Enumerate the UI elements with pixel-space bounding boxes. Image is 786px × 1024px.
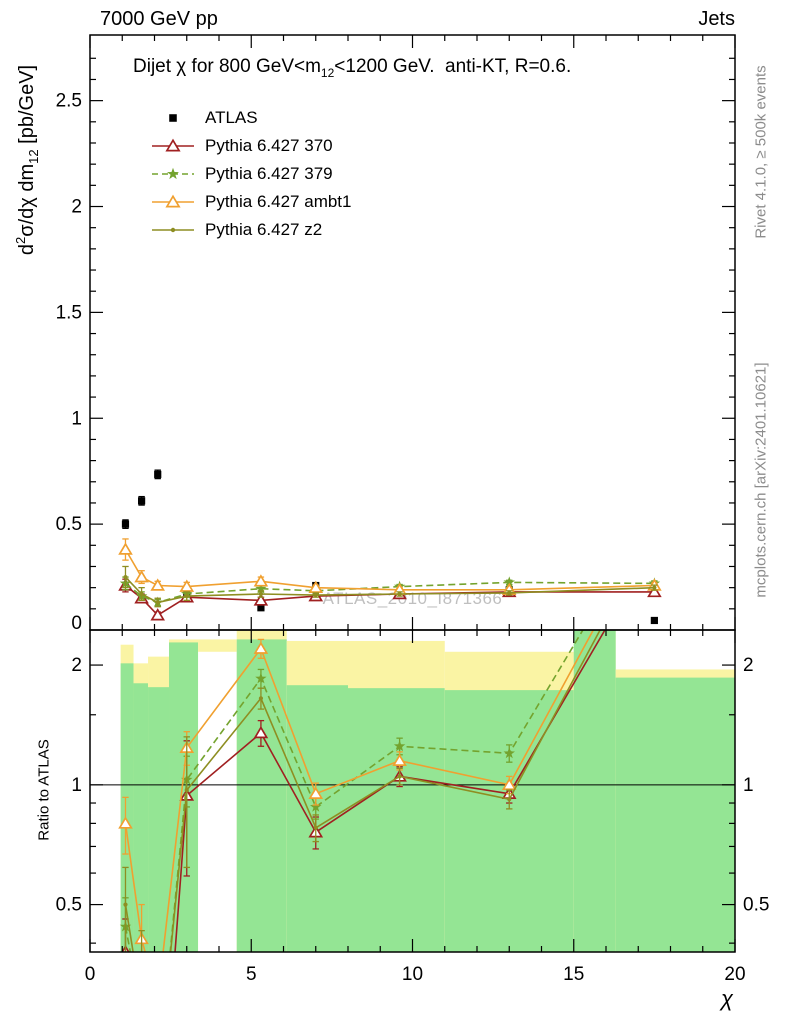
svg-text:0: 0: [85, 964, 96, 985]
legend-label: Pythia 6.427 370: [205, 136, 333, 155]
svg-text:5: 5: [246, 964, 257, 985]
legend-item: Pythia 6.427 z2: [150, 216, 351, 244]
plot-title-text: Dijet χ for 800 GeV<m: [133, 56, 321, 77]
beam-energy-label: 7000 GeV pp: [100, 8, 218, 30]
svg-text:10: 10: [402, 964, 423, 985]
main-y-axis-label: d2σ/dχ dm12 [pb/GeV]: [13, 64, 41, 256]
svg-text:1: 1: [743, 775, 754, 796]
legend-item: ATLAS: [150, 104, 351, 132]
svg-text:2: 2: [71, 197, 82, 218]
x-axis-label: χ: [721, 986, 734, 1011]
svg-text:1: 1: [71, 775, 82, 796]
svg-text:0.5: 0.5: [56, 895, 82, 916]
legend-item: Pythia 6.427 379: [150, 160, 351, 188]
legend-marker-dot-icon: [152, 227, 194, 233]
legend-label: Pythia 6.427 379: [205, 164, 333, 183]
legend: ATLAS Pythia 6.427 370 Pythia 6.427 379 Pyt…: [150, 104, 351, 244]
rivet-version-note: Rivet 4.1.0, ≥ 500k events: [752, 65, 770, 239]
ratio-y-axis-label: Ratio to ATLAS: [35, 739, 53, 841]
main-series: [118, 469, 662, 625]
svg-text:2: 2: [71, 655, 82, 676]
plot-title-suffix: <1200 GeV. anti-KT, R=0.6.: [334, 56, 572, 77]
legend-item: Pythia 6.427 370: [150, 132, 351, 160]
svg-text:0.5: 0.5: [743, 895, 769, 916]
svg-text:2.5: 2.5: [56, 91, 82, 112]
plot-title-subscript: 12: [320, 65, 335, 80]
plot-title: Dijet χ for 800 GeV<m12<1200 GeV. anti-K…: [133, 56, 571, 80]
legend-marker-triangle-icon: [152, 194, 194, 208]
legend-label: Pythia 6.427 z2: [205, 220, 323, 239]
legend-label: ATLAS: [205, 108, 258, 127]
legend-item: Pythia 6.427 ambt1: [150, 188, 351, 216]
legend-label: Pythia 6.427 ambt1: [205, 192, 352, 211]
legend-marker-star-icon: [152, 167, 194, 180]
svg-text:15: 15: [563, 964, 584, 985]
mcplots-attribution-note: mcplots.cern.ch [arXiv:2401.10621]: [752, 362, 770, 598]
analysis-group-label: Jets: [698, 8, 735, 30]
ratio-series: [118, 630, 606, 952]
svg-text:1.5: 1.5: [56, 302, 82, 323]
svg-text:0: 0: [71, 613, 82, 634]
svg-text:2: 2: [743, 655, 754, 676]
svg-text:0.5: 0.5: [56, 514, 82, 535]
svg-text:1: 1: [71, 408, 82, 429]
legend-marker-triangle-icon: [152, 138, 194, 152]
ratio-uncertainty-bands: [120, 630, 735, 952]
svg-text:20: 20: [724, 964, 745, 985]
legend-marker-square-icon: [169, 114, 177, 122]
